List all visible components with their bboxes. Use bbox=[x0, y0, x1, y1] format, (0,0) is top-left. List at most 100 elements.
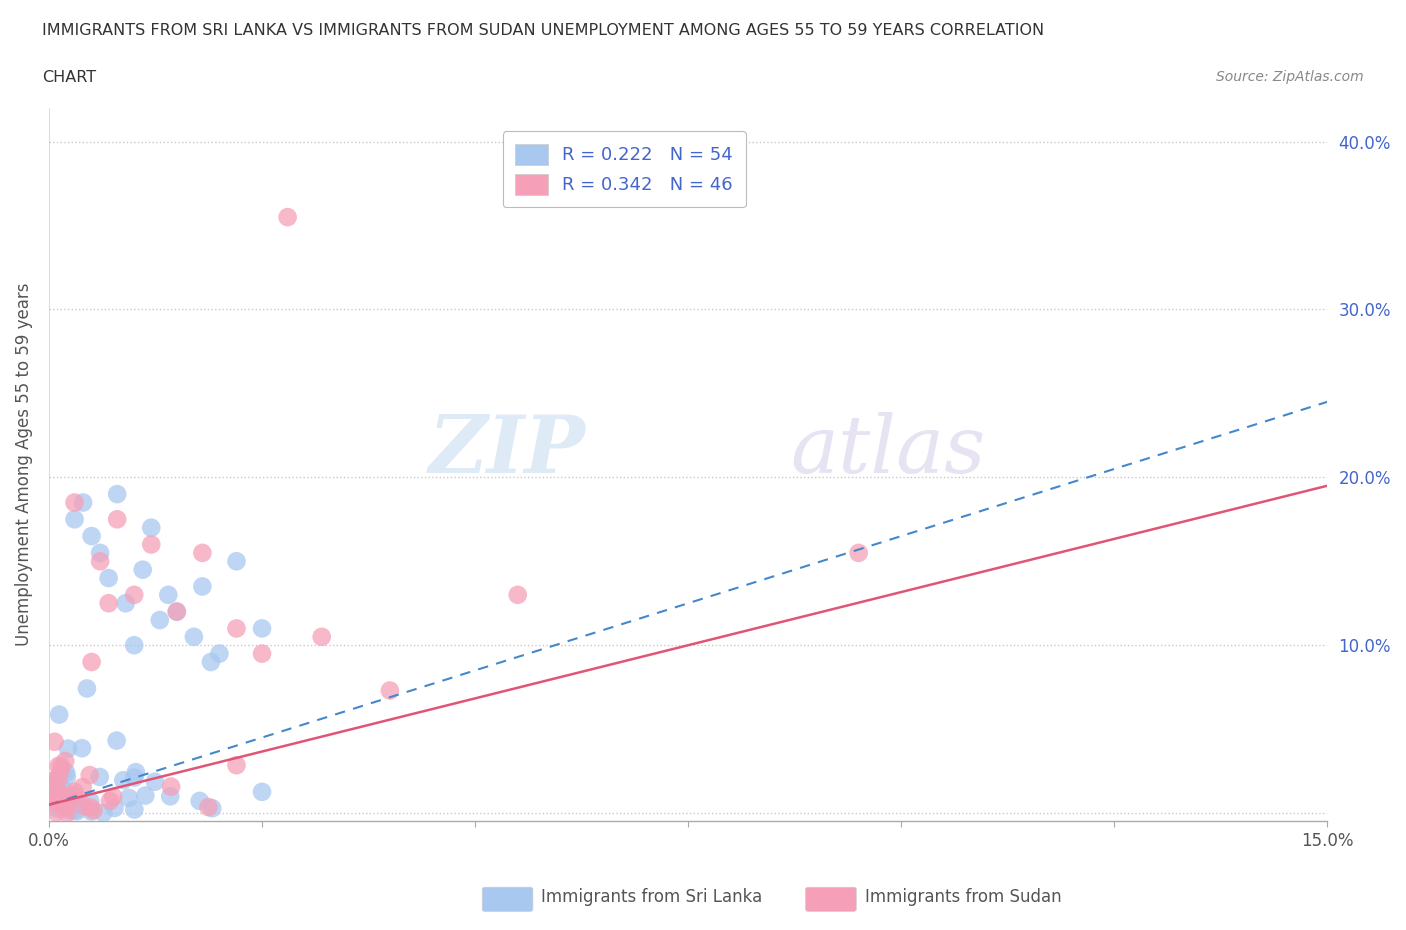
Point bbox=[89, 554, 111, 569]
Point bbox=[45, 804, 67, 819]
Point bbox=[118, 790, 141, 805]
Point bbox=[46, 801, 69, 816]
Point bbox=[200, 655, 222, 670]
Point bbox=[160, 779, 183, 794]
Point bbox=[166, 604, 188, 619]
Point bbox=[56, 805, 79, 820]
Text: ZIP: ZIP bbox=[429, 412, 586, 489]
Point bbox=[105, 486, 128, 501]
Point bbox=[56, 741, 79, 756]
Point bbox=[191, 545, 214, 560]
Point bbox=[149, 613, 172, 628]
Point bbox=[42, 782, 65, 797]
Point bbox=[159, 789, 181, 804]
Point bbox=[49, 759, 72, 774]
Point bbox=[39, 787, 62, 802]
Point bbox=[225, 554, 247, 569]
Point bbox=[506, 588, 529, 603]
Point bbox=[848, 545, 870, 560]
Text: IMMIGRANTS FROM SRI LANKA VS IMMIGRANTS FROM SUDAN UNEMPLOYMENT AMONG AGES 55 TO: IMMIGRANTS FROM SRI LANKA VS IMMIGRANTS … bbox=[42, 23, 1045, 38]
Point bbox=[42, 773, 65, 788]
Point bbox=[48, 759, 70, 774]
Point bbox=[51, 788, 73, 803]
Point bbox=[63, 784, 86, 799]
Point bbox=[56, 769, 79, 784]
Point bbox=[63, 792, 86, 807]
Point bbox=[63, 790, 86, 804]
Point bbox=[208, 646, 231, 661]
Text: Source: ZipAtlas.com: Source: ZipAtlas.com bbox=[1216, 70, 1364, 84]
Text: Immigrants from Sri Lanka: Immigrants from Sri Lanka bbox=[541, 888, 762, 907]
Point bbox=[80, 804, 103, 819]
Point bbox=[277, 209, 299, 224]
Point bbox=[63, 495, 86, 510]
Point bbox=[46, 773, 69, 788]
Point bbox=[55, 800, 77, 815]
Point bbox=[51, 790, 73, 805]
Point bbox=[124, 802, 146, 817]
Point bbox=[103, 790, 125, 804]
Point bbox=[49, 764, 72, 779]
Legend: R = 0.222   N = 54, R = 0.342   N = 46: R = 0.222 N = 54, R = 0.342 N = 46 bbox=[503, 131, 745, 207]
Point bbox=[48, 796, 70, 811]
Point bbox=[79, 794, 101, 809]
Point bbox=[103, 801, 125, 816]
Point bbox=[53, 799, 76, 814]
Point bbox=[49, 791, 72, 806]
Point bbox=[157, 588, 180, 603]
Point bbox=[188, 793, 211, 808]
Text: Immigrants from Sudan: Immigrants from Sudan bbox=[865, 888, 1062, 907]
Point bbox=[53, 783, 76, 798]
Point bbox=[250, 646, 273, 661]
Text: CHART: CHART bbox=[42, 70, 96, 85]
Point bbox=[45, 790, 67, 805]
Point bbox=[72, 495, 94, 510]
Point bbox=[66, 804, 89, 818]
Point bbox=[378, 684, 401, 698]
Point bbox=[166, 604, 188, 619]
Point bbox=[48, 773, 70, 788]
Point bbox=[80, 655, 103, 670]
Point bbox=[191, 579, 214, 594]
Point bbox=[141, 520, 163, 535]
Point bbox=[70, 741, 93, 756]
Point bbox=[73, 799, 96, 814]
Point bbox=[97, 571, 120, 586]
Point bbox=[105, 512, 128, 526]
Point bbox=[89, 545, 111, 560]
Point bbox=[93, 805, 115, 820]
Point bbox=[55, 764, 77, 779]
Point bbox=[79, 800, 101, 815]
Point bbox=[122, 638, 145, 653]
Point bbox=[122, 588, 145, 603]
Point bbox=[114, 596, 136, 611]
Point bbox=[250, 621, 273, 636]
Point bbox=[141, 537, 163, 551]
Point bbox=[98, 793, 121, 808]
Point bbox=[124, 770, 146, 785]
Point bbox=[63, 512, 86, 526]
Point bbox=[44, 735, 66, 750]
Point bbox=[134, 788, 156, 803]
Point bbox=[42, 778, 65, 793]
Point bbox=[225, 621, 247, 636]
Point bbox=[59, 803, 82, 817]
Point bbox=[143, 775, 166, 790]
Point bbox=[79, 767, 101, 782]
Y-axis label: Unemployment Among Ages 55 to 59 years: Unemployment Among Ages 55 to 59 years bbox=[15, 283, 32, 646]
Point bbox=[82, 803, 104, 817]
Point bbox=[132, 563, 155, 578]
Point bbox=[76, 681, 98, 696]
Point bbox=[112, 773, 135, 788]
Text: atlas: atlas bbox=[790, 412, 986, 489]
Point bbox=[97, 596, 120, 611]
Point bbox=[183, 630, 205, 644]
Point bbox=[72, 779, 94, 794]
Point bbox=[51, 789, 73, 804]
Point bbox=[125, 764, 148, 779]
Point bbox=[250, 784, 273, 799]
Point bbox=[63, 788, 86, 803]
Point bbox=[63, 803, 86, 817]
Point bbox=[39, 775, 62, 790]
Point bbox=[89, 769, 111, 784]
